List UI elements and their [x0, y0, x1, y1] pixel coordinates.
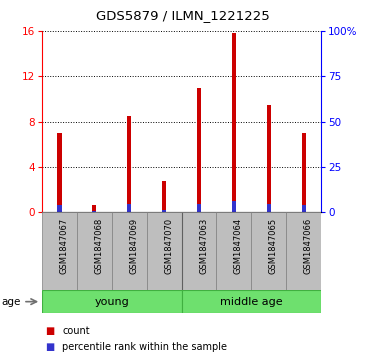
- Bar: [197, 87, 201, 212]
- Text: GSM1847068: GSM1847068: [94, 218, 103, 274]
- Bar: [57, 205, 62, 212]
- Text: age: age: [2, 297, 21, 307]
- Bar: [301, 205, 306, 212]
- Bar: [301, 133, 306, 212]
- Bar: [127, 204, 131, 212]
- Bar: [216, 212, 251, 290]
- Text: GSM1847064: GSM1847064: [234, 218, 243, 274]
- Bar: [92, 211, 96, 212]
- Bar: [286, 212, 321, 290]
- Text: percentile rank within the sample: percentile rank within the sample: [62, 342, 227, 352]
- Text: count: count: [62, 326, 90, 336]
- Text: middle age: middle age: [220, 297, 283, 307]
- Bar: [232, 200, 236, 212]
- Bar: [77, 212, 112, 290]
- Text: GSM1847070: GSM1847070: [164, 218, 173, 274]
- Bar: [251, 212, 286, 290]
- Text: ■: ■: [46, 342, 55, 352]
- Bar: [181, 212, 216, 290]
- Bar: [267, 105, 271, 212]
- Bar: [181, 290, 321, 313]
- Text: GSM1847065: GSM1847065: [269, 218, 278, 274]
- Bar: [42, 212, 77, 290]
- Text: young: young: [95, 297, 129, 307]
- Text: GSM1847067: GSM1847067: [59, 218, 68, 274]
- Bar: [162, 180, 166, 212]
- Text: GSM1847069: GSM1847069: [129, 218, 138, 274]
- Bar: [92, 205, 96, 212]
- Text: GDS5879 / ILMN_1221225: GDS5879 / ILMN_1221225: [96, 9, 269, 22]
- Bar: [42, 290, 181, 313]
- Text: GSM1847063: GSM1847063: [199, 218, 208, 274]
- Bar: [147, 212, 181, 290]
- Bar: [197, 204, 201, 212]
- Bar: [162, 210, 166, 212]
- Text: GSM1847066: GSM1847066: [304, 218, 313, 274]
- Bar: [57, 133, 62, 212]
- Bar: [232, 33, 236, 212]
- Text: ■: ■: [46, 326, 55, 336]
- Bar: [267, 204, 271, 212]
- Bar: [112, 212, 147, 290]
- Bar: [127, 116, 131, 212]
